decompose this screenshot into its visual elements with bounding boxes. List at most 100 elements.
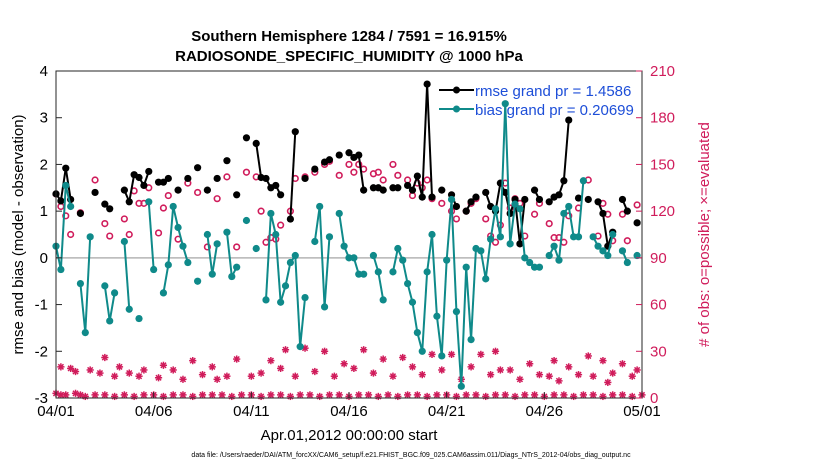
rmse-point-76 [584,195,592,204]
possible-marker-38 [345,160,353,169]
evaluated-marker-81 [213,375,221,383]
evaluated-marker-61 [628,392,636,401]
evaluated-marker-57 [589,391,597,399]
evaluated-marker-33 [355,391,363,399]
bias-segment-40 [313,206,321,242]
rmse-point-31 [286,215,294,223]
evaluated-marker-105 [447,350,456,358]
evaluated-marker-74 [154,374,163,382]
bias-point-54 [399,256,407,264]
evaluated-marker-6 [91,391,99,399]
legend-bias-label: bias grand pr = 0.20699 [475,102,634,119]
bias-point-61 [433,312,441,320]
bias-segment-5 [79,283,87,333]
evaluated-marker-107 [467,363,475,371]
possible-marker-39 [350,168,358,176]
rmse-point-30 [277,191,285,199]
evaluated-marker-103 [428,350,436,358]
evaluated-marker-11 [140,391,148,399]
bias-point-86 [560,209,568,218]
evaluated-marker-56 [579,391,587,399]
bias-point-7 [101,282,109,290]
y-tick-label-6: 3 [40,110,48,127]
bias-point-50 [374,268,382,276]
possible-marker-37 [335,171,343,179]
rmse-point-73 [560,177,568,185]
bias-point-84 [550,242,558,250]
bias-point-79 [521,254,529,262]
possible-marker-26 [257,207,265,215]
bias-segment-59 [421,271,429,352]
bias-point-13 [145,198,153,206]
rmse-point-40 [355,151,363,159]
rmse-point-78 [599,209,607,218]
bias-point-14 [150,265,158,274]
possible-marker-55 [452,215,461,223]
bias-point-82 [535,263,544,271]
evaluated-marker-48 [501,391,509,399]
bias-point-53 [394,244,402,253]
bias-point-37 [296,343,304,351]
rmse-point-69 [535,195,544,204]
bias-segment-24 [211,243,219,275]
rmse-point-63 [501,188,509,197]
evaluated-marker-85 [257,369,265,377]
rmse-segment-41 [357,154,365,191]
rmse-point-70 [545,198,553,206]
x-tick-label-6: 05/01 [623,403,661,420]
evaluated-marker-41 [433,391,441,399]
bias-point-85 [555,256,563,264]
bias-point-66 [457,382,465,390]
bias-point-8 [106,317,114,325]
bias-point-94 [604,251,612,260]
bias-point-92 [594,242,602,250]
bias-point-36 [291,251,299,260]
rmse-point-27 [262,174,270,183]
tick-group: 04/01 04/06 04/11 04/16 04/21 04/26 05/01 -3 -2 -… [35,63,675,420]
evaluated-marker-71 [125,369,133,377]
rmse-point-22 [223,157,231,165]
bias-point-63 [443,256,451,264]
rmse-point-82 [623,207,631,215]
bias-segment-31 [264,213,272,300]
possible-marker-2 [62,212,70,220]
evaluated-marker-111 [496,366,504,374]
bias-point-10 [120,237,128,246]
bias-point-26 [228,272,236,281]
rmse-point-13 [145,167,153,176]
bias-segment-69 [470,248,477,340]
bias-segment-57 [411,302,419,333]
bias-point-97 [623,258,631,267]
evaluated-marker-83 [233,355,241,363]
possible-marker-3 [67,230,75,239]
bias-point-90 [579,177,588,185]
rmse-point-5 [91,188,99,197]
evaluated-marker-125 [609,369,617,377]
evaluated-marker-50 [521,391,529,399]
x-tick-label-4: 04/21 [428,403,466,420]
evaluated-marker-76 [169,366,177,374]
evaluated-marker-5 [81,392,89,401]
evaluated-marker-98 [379,355,387,363]
rmse-point-32 [291,128,299,136]
y-axis-label: rmse and bias (model - observation) [10,114,27,354]
evaluated-marker-51 [530,391,539,399]
bias-point-35 [286,258,294,267]
evaluated-marker-16 [189,392,197,401]
bias-point-16 [164,261,172,269]
evaluated-marker-40 [423,392,431,401]
rmse-point-55 [452,202,461,211]
bias-point-17 [169,202,177,211]
bias-point-57 [413,329,421,337]
possible-marker-46 [394,171,402,179]
evaluated-marker-21 [237,391,246,399]
rmse-point-29 [272,181,280,190]
rmse-point-41 [360,186,368,194]
y-right-tick-label-5: 150 [650,156,675,173]
x-tick-label-2: 04/11 [233,403,269,420]
bias-segment-86 [557,213,565,261]
possible-marker-81 [618,210,627,218]
x-tick-label-5: 04/26 [526,403,564,420]
bias-segment-79 [518,208,526,258]
